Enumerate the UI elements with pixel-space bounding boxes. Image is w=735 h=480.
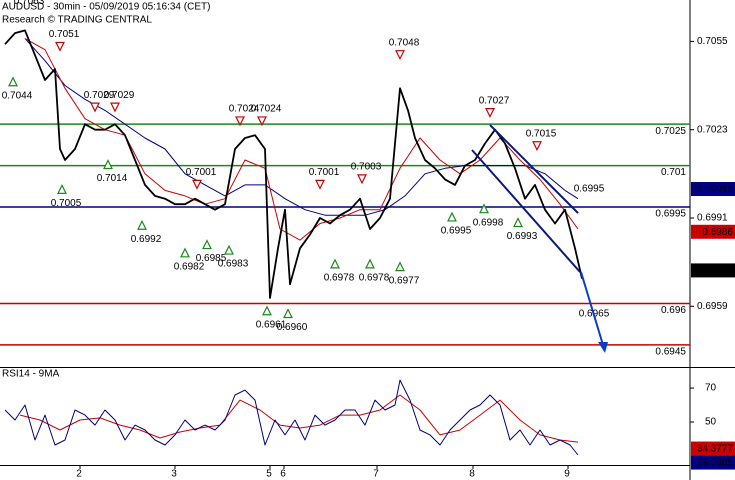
high-marker xyxy=(110,102,120,113)
x-tick-label: 3 xyxy=(171,469,177,480)
current-value-label: 0.70015 xyxy=(697,184,734,195)
x-tick-label: 5 xyxy=(266,469,272,480)
chart-subtitle: Research © TRADING CENTRAL xyxy=(2,15,152,26)
current-value-box xyxy=(691,263,735,278)
y-tick-label: 0.7055 xyxy=(697,36,728,47)
annotation-label: 0.6978 xyxy=(359,273,390,284)
annotation-label: 0.7029 xyxy=(104,90,135,101)
annotation-label: 0.7014 xyxy=(97,173,128,184)
high-marker xyxy=(532,141,542,152)
y-tick-label: 0.6991 xyxy=(697,213,728,224)
annotation-label: 0.6993 xyxy=(507,231,538,242)
x-tick-label: 6 xyxy=(280,469,286,480)
level-label: 0.6995 xyxy=(655,209,686,220)
y-tick-label: 0.6959 xyxy=(697,301,728,312)
annotation-label: 0.7001 xyxy=(309,167,340,178)
x-tick-label: 9 xyxy=(564,469,570,480)
annotation-label: 0.6960 xyxy=(277,322,308,333)
series-line xyxy=(4,379,579,456)
series-line xyxy=(4,29,583,299)
annotation-label: 0.6995 xyxy=(574,184,605,195)
level-label: 0.6945 xyxy=(655,347,686,358)
forecast-arrow xyxy=(580,271,604,346)
high-marker xyxy=(357,174,367,185)
current-value-label: 0.6986 xyxy=(702,227,733,238)
y-tick-label: 50 xyxy=(705,417,717,428)
current-value-label: 0.6972 xyxy=(702,266,733,277)
trend-line xyxy=(471,149,581,273)
low-marker xyxy=(8,76,18,87)
current-value-box xyxy=(691,182,735,197)
annotation-label: 0.7048 xyxy=(389,37,420,48)
trend-line xyxy=(489,124,579,214)
annotation-label: 0.7024 xyxy=(251,104,282,115)
annotation-label: 0.6961 xyxy=(256,319,287,330)
low-marker xyxy=(224,244,234,255)
low-marker xyxy=(365,258,375,269)
annotation-label: 0.6982 xyxy=(174,261,205,272)
low-marker xyxy=(180,247,190,258)
annotation-label: 0.6995 xyxy=(441,226,472,237)
high-marker xyxy=(485,108,495,118)
series-line xyxy=(19,394,579,443)
annotation-label: 0.7027 xyxy=(479,95,510,106)
annotation-label: 0.6985 xyxy=(196,253,227,264)
current-value-box xyxy=(691,455,735,470)
high-marker xyxy=(55,41,65,52)
annotation-label: 0.7044 xyxy=(2,90,33,101)
high-marker xyxy=(315,179,325,190)
high-marker xyxy=(235,116,245,127)
series-line xyxy=(24,38,579,241)
high-marker xyxy=(90,102,100,113)
chart-title: AUDUSD - 30min - 05/09/2019 05:16:34 (CE… xyxy=(2,2,210,13)
annotation-label: 0.7024 xyxy=(229,104,260,115)
annotation-label: 0.7005 xyxy=(51,198,82,209)
current-value-label: 29.5805 xyxy=(697,458,734,469)
level-label: 0.701 xyxy=(661,167,686,178)
current-value-box xyxy=(691,224,735,239)
low-marker xyxy=(262,305,272,316)
trend-channel xyxy=(471,124,608,353)
current-value-label: 34.3777 xyxy=(697,444,734,455)
low-marker xyxy=(103,159,113,170)
high-marker xyxy=(395,50,405,61)
annotation-label: 0.6978 xyxy=(324,273,355,284)
x-tick-label: 7 xyxy=(373,469,379,480)
x-tick-label: 8 xyxy=(469,469,475,480)
panel-title: RSI14 - 9MA xyxy=(2,369,60,380)
annotation-label: 0.7051 xyxy=(49,29,80,40)
low-marker xyxy=(283,308,293,319)
level-label: 0.7025 xyxy=(655,126,686,137)
annotation-label: 0.6998 xyxy=(473,217,504,228)
annotation-label: 0.7029 xyxy=(84,90,115,101)
low-marker xyxy=(57,184,67,194)
current-value-box xyxy=(691,441,735,456)
low-marker xyxy=(202,239,212,250)
y-tick-label: 70 xyxy=(705,383,717,394)
annotation-label: 0.7015 xyxy=(526,128,557,139)
x-tick-label: 2 xyxy=(76,469,82,480)
annotation-label: 0.6977 xyxy=(389,275,420,286)
y-tick-label: 0.7023 xyxy=(697,124,728,135)
forecast-arrowhead xyxy=(598,342,608,353)
low-marker xyxy=(137,219,147,230)
low-marker xyxy=(395,261,405,272)
low-marker xyxy=(513,217,523,228)
annotation-label: 0.7063 xyxy=(14,0,45,7)
annotation-label: 0.6983 xyxy=(218,259,249,270)
high-marker xyxy=(192,179,202,190)
low-marker xyxy=(330,258,340,269)
series-line xyxy=(24,38,579,216)
level-label: 0.696 xyxy=(661,305,686,316)
annotation-label: 0.7003 xyxy=(351,162,382,173)
annotation-label: 0.6992 xyxy=(131,234,162,245)
high-marker xyxy=(257,116,267,127)
low-marker xyxy=(479,203,489,214)
low-marker xyxy=(447,211,457,222)
annotation-label: 0.7001 xyxy=(186,167,217,178)
